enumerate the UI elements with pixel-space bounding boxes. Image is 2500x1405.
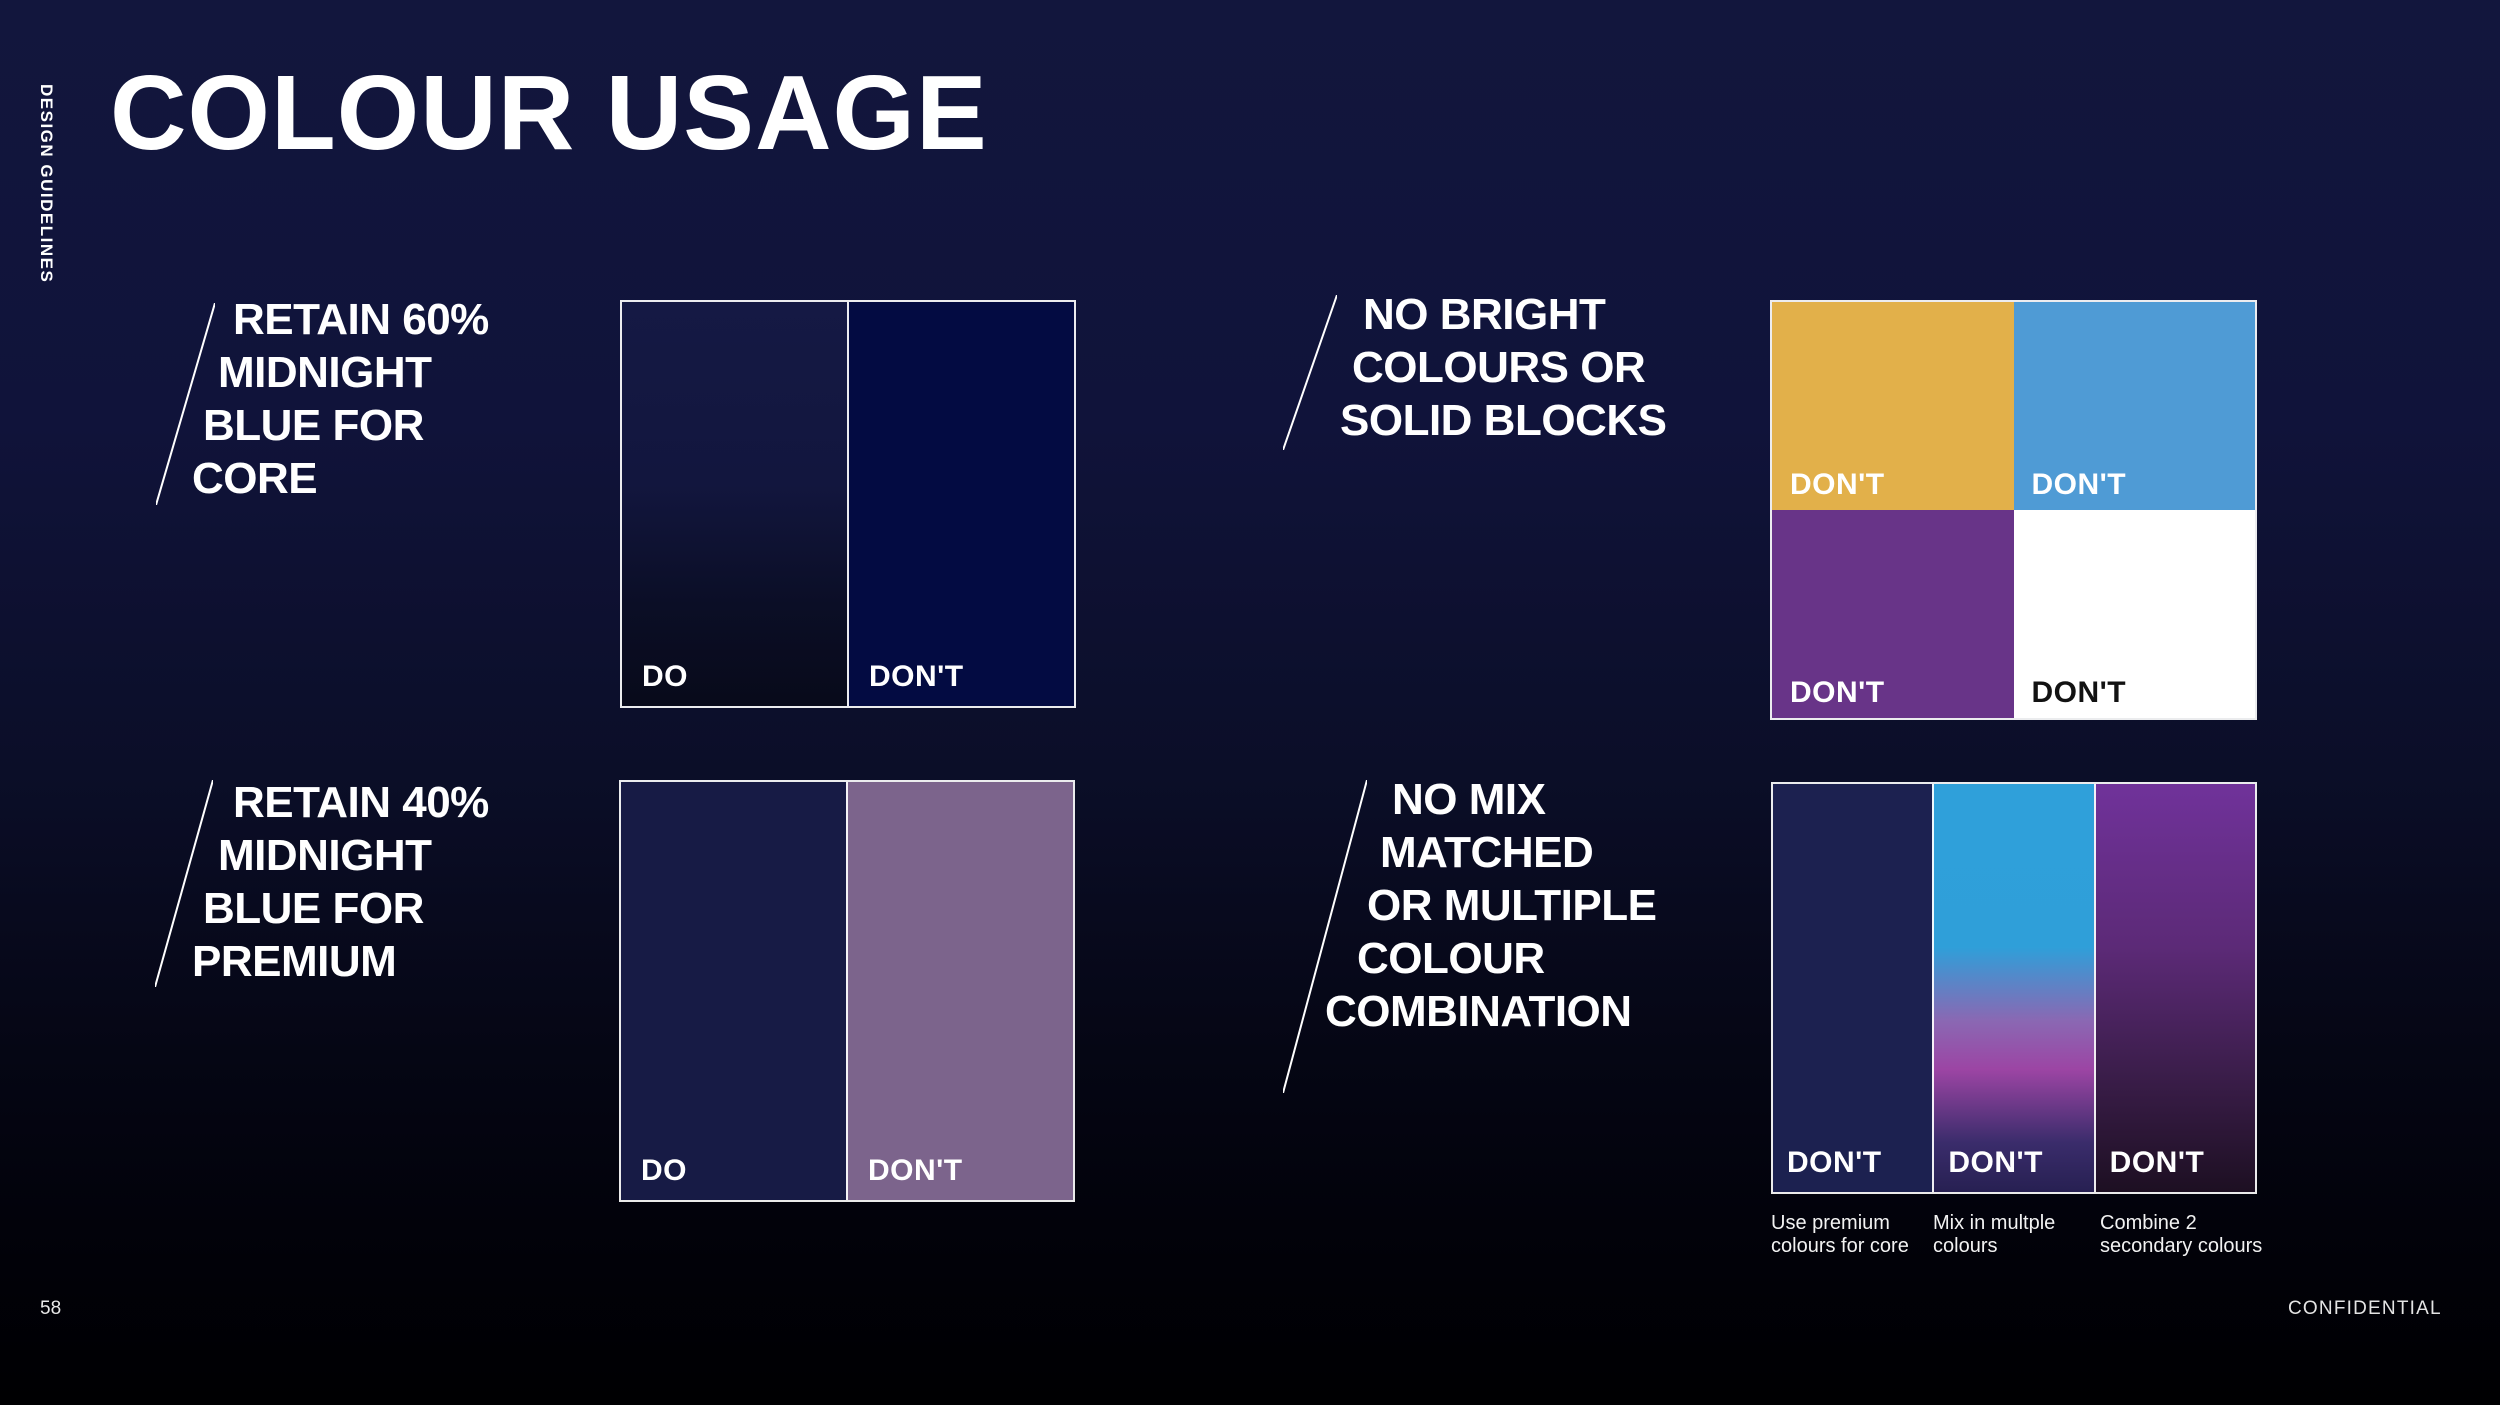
swatch-grid-bright-colours: DON'T DON'T DON'T DON'T xyxy=(1770,300,2257,720)
heading-line: CORE xyxy=(192,454,318,503)
swatch-label: DON'T xyxy=(868,1154,963,1187)
section-heading-no-mix: NO MIX MATCHED OR MULTIPLE COLOUR COMBIN… xyxy=(1325,773,1657,1038)
heading-line: OR MULTIPLE xyxy=(1367,881,1657,930)
diagonal-slash xyxy=(1283,295,1337,450)
swatch-pair-premium: DO DON'T xyxy=(619,780,1075,1202)
heading-line: RETAIN 60% xyxy=(233,295,489,344)
swatch-do-midnight-gradient: DO xyxy=(622,302,847,706)
heading-line: MATCHED xyxy=(1380,828,1594,877)
page-number: 58 xyxy=(40,1298,62,1319)
heading-line: MIDNIGHT xyxy=(218,831,432,880)
heading-line: BLUE FOR xyxy=(203,401,424,450)
swatch-pair-core: DO DON'T xyxy=(620,300,1076,708)
swatch-label: DON'T xyxy=(1790,468,1885,501)
heading-line: COLOURS OR xyxy=(1352,343,1646,392)
swatch-dont-sky-blue: DON'T xyxy=(2013,302,2255,510)
heading-line: NO BRIGHT xyxy=(1363,290,1606,339)
swatch-label: DON'T xyxy=(869,660,964,693)
heading-line: SOLID BLOCKS xyxy=(1340,396,1667,445)
swatch-label: DON'T xyxy=(1790,676,1885,709)
swatch-label: DO xyxy=(641,1154,687,1187)
heading-line: NO MIX xyxy=(1392,775,1546,824)
swatch-caption: Mix in multple colours xyxy=(1933,1212,2056,1257)
swatch-dont-white: DON'T xyxy=(2013,510,2255,718)
swatch-dont-purple: DON'T xyxy=(1772,510,2014,718)
diagonal-slash xyxy=(155,780,213,987)
swatch-triple-mix: DON'T DON'T DON'T xyxy=(1771,782,2257,1194)
swatch-label: DON'T xyxy=(1948,1146,2043,1179)
swatch-caption: Combine 2 secondary colours xyxy=(2100,1212,2263,1257)
eyebrow-vertical-label: DESIGN GUIDELINES xyxy=(37,84,56,284)
section-heading-retain-40: RETAIN 40% MIDNIGHT BLUE FOR PREMIUM xyxy=(192,776,489,988)
heading-line: RETAIN 40% xyxy=(233,778,489,827)
section-heading-no-bright: NO BRIGHT COLOURS OR SOLID BLOCKS xyxy=(1340,288,1667,447)
heading-line: MIDNIGHT xyxy=(218,348,432,397)
confidential-label: CONFIDENTIAL xyxy=(2288,1298,2442,1319)
swatch-caption: Use premium colours for core xyxy=(1771,1212,1909,1257)
swatch-do-premium-navy: DO xyxy=(621,782,846,1200)
swatch-dont-solid-navy: DON'T xyxy=(847,302,1074,706)
diagonal-slash xyxy=(1283,780,1367,1093)
swatch-label: DON'T xyxy=(2109,1146,2205,1179)
diagonal-slash xyxy=(156,303,215,505)
heading-line: COMBINATION xyxy=(1325,987,1632,1036)
swatch-label: DO xyxy=(642,660,688,693)
heading-line: PREMIUM xyxy=(192,937,397,986)
swatch-label: DON'T xyxy=(2031,468,2127,501)
swatch-dont-combined-secondary: DON'T xyxy=(2093,784,2255,1192)
swatch-dont-multiple-colours: DON'T xyxy=(1932,784,2094,1192)
section-heading-retain-60: RETAIN 60% MIDNIGHT BLUE FOR CORE xyxy=(192,293,489,505)
swatch-label: DON'T xyxy=(2031,676,2127,709)
page-title: COLOUR USAGE xyxy=(110,54,988,172)
swatch-dont-gold: DON'T xyxy=(1772,302,2014,510)
swatch-dont-mauve: DON'T xyxy=(846,782,1073,1200)
heading-line: COLOUR xyxy=(1357,934,1545,983)
swatch-label: DON'T xyxy=(1787,1146,1882,1179)
heading-line: BLUE FOR xyxy=(203,884,424,933)
swatch-dont-premium-on-core: DON'T xyxy=(1773,784,1933,1192)
